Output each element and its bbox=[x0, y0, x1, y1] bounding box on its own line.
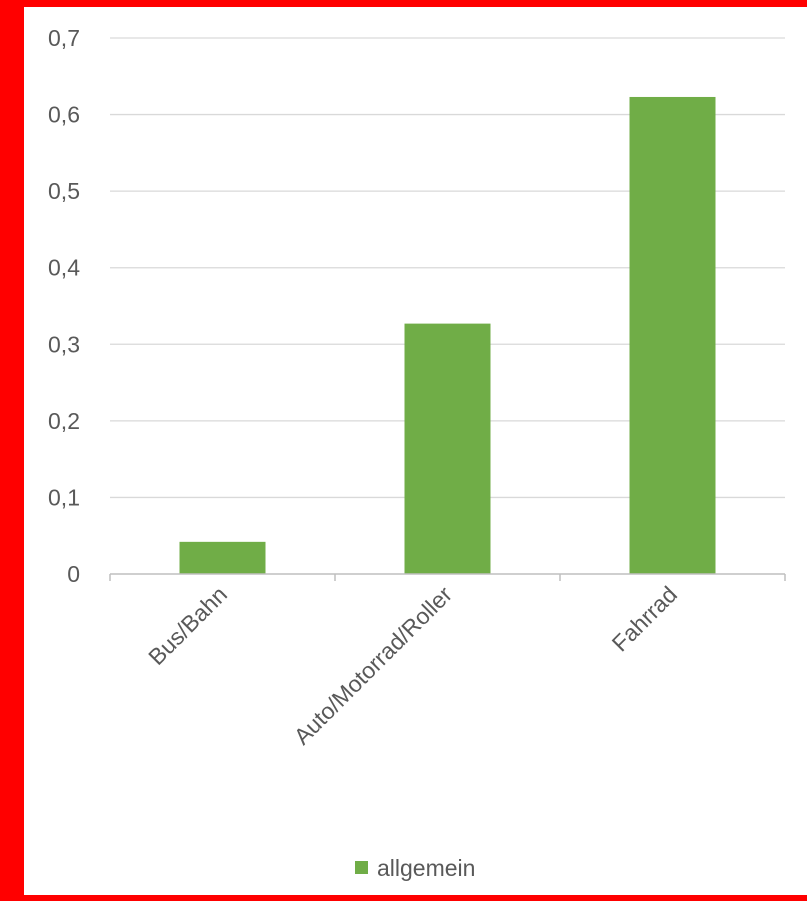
legend-label: allgemein bbox=[377, 855, 475, 881]
y-axis-tick-labels: 0 0,1 0,2 0,3 0,4 0,5 0,6 0,7 bbox=[48, 25, 80, 587]
x-category-label: Fahrrad bbox=[607, 581, 682, 656]
y-tick-label: 0,7 bbox=[48, 25, 80, 51]
y-tick-label: 0,1 bbox=[48, 484, 80, 510]
x-category-label: Bus/Bahn bbox=[143, 581, 232, 670]
legend: allgemein bbox=[355, 855, 475, 881]
y-tick-label: 0,3 bbox=[48, 331, 80, 357]
legend-swatch bbox=[355, 861, 368, 874]
y-tick-label: 0 bbox=[67, 561, 80, 587]
bars bbox=[180, 97, 716, 574]
x-category-label: Auto/Motorrad/Roller bbox=[289, 581, 458, 750]
y-tick-label: 0,2 bbox=[48, 408, 80, 434]
x-axis-tick-marks bbox=[110, 574, 785, 581]
y-tick-label: 0,5 bbox=[48, 178, 80, 204]
x-axis-category-labels: Bus/Bahn Auto/Motorrad/Roller Fahrrad bbox=[143, 581, 682, 750]
y-tick-label: 0,4 bbox=[48, 255, 80, 281]
bar bbox=[180, 542, 266, 574]
bar bbox=[405, 324, 491, 574]
y-tick-label: 0,6 bbox=[48, 102, 80, 128]
bar bbox=[630, 97, 716, 574]
